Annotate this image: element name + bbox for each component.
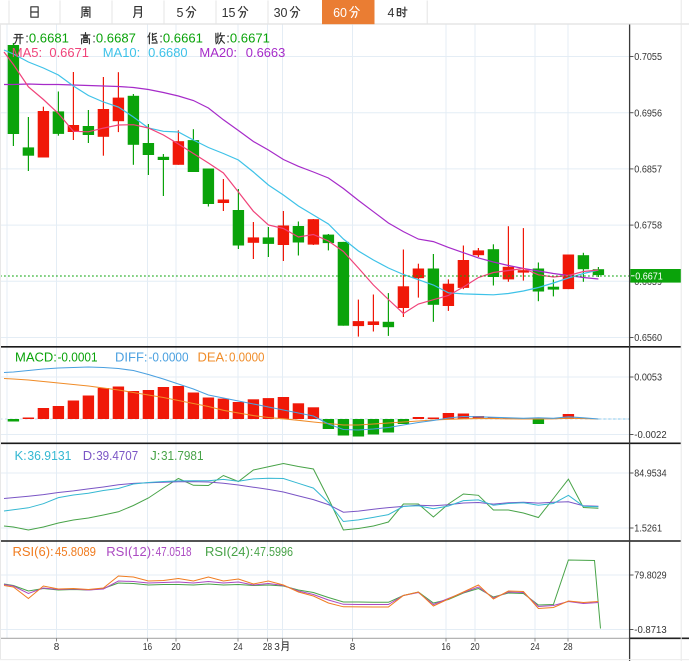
svg-text:47.5996: 47.5996 xyxy=(254,544,293,559)
svg-text:0.6661: 0.6661 xyxy=(163,31,203,46)
svg-text:0.6560: 0.6560 xyxy=(634,333,662,344)
svg-text:4: 4 xyxy=(388,6,395,20)
svg-text:RSI(24):: RSI(24): xyxy=(205,544,253,559)
svg-text:-0.0000: -0.0000 xyxy=(149,350,189,365)
svg-text:16: 16 xyxy=(143,642,153,653)
svg-text:5: 5 xyxy=(177,6,184,20)
svg-text:45.8089: 45.8089 xyxy=(55,544,96,559)
svg-text:J:: J: xyxy=(150,448,160,463)
svg-text:20: 20 xyxy=(171,642,181,653)
svg-text:36.9131: 36.9131 xyxy=(27,448,71,463)
svg-text:8: 8 xyxy=(350,642,356,653)
svg-text:0.0000: 0.0000 xyxy=(229,350,265,365)
svg-text:RSI(12):: RSI(12): xyxy=(106,544,154,559)
svg-text:-0.0022: -0.0022 xyxy=(634,430,667,441)
svg-text:DEA:: DEA: xyxy=(198,350,228,365)
svg-text:0.6956: 0.6956 xyxy=(634,108,662,119)
svg-text:24: 24 xyxy=(530,642,540,653)
svg-text:0.7055: 0.7055 xyxy=(634,52,662,63)
svg-text:DIFF:: DIFF: xyxy=(115,350,148,365)
svg-text:-0.0001: -0.0001 xyxy=(58,350,98,365)
svg-text:30: 30 xyxy=(274,6,288,20)
svg-text:60: 60 xyxy=(333,6,347,20)
svg-text:0.6663: 0.6663 xyxy=(246,45,285,60)
svg-text:20: 20 xyxy=(470,642,480,653)
svg-text:0.6671: 0.6671 xyxy=(635,272,663,283)
svg-text:47.0518: 47.0518 xyxy=(156,544,192,559)
svg-text:-0.8713: -0.8713 xyxy=(634,625,667,636)
svg-text:0.0053: 0.0053 xyxy=(634,373,662,384)
svg-text::: : xyxy=(226,31,230,46)
svg-text:1.5261: 1.5261 xyxy=(634,524,662,535)
svg-text::: : xyxy=(92,31,96,46)
svg-text:MA10:: MA10: xyxy=(103,45,141,60)
svg-text:0.6681: 0.6681 xyxy=(29,31,69,46)
svg-text:MA20:: MA20: xyxy=(199,45,237,60)
svg-text:24: 24 xyxy=(233,642,243,653)
svg-text:28: 28 xyxy=(563,642,573,653)
svg-text:0.6671: 0.6671 xyxy=(230,31,270,46)
svg-text:K:: K: xyxy=(15,448,27,463)
svg-text:MACD:: MACD: xyxy=(15,350,57,365)
svg-text:0.6671: 0.6671 xyxy=(49,45,89,60)
svg-text:MA5:: MA5: xyxy=(12,45,42,60)
svg-text:0.6857: 0.6857 xyxy=(634,165,662,176)
svg-text:RSI(6):: RSI(6): xyxy=(13,544,54,559)
svg-text:0.6758: 0.6758 xyxy=(634,221,662,232)
svg-text:15: 15 xyxy=(222,6,236,20)
svg-text::: : xyxy=(25,31,29,46)
svg-text:3: 3 xyxy=(274,642,280,653)
svg-text:8: 8 xyxy=(54,642,60,653)
svg-text:0.6680: 0.6680 xyxy=(148,45,188,60)
svg-text:D:: D: xyxy=(83,448,96,463)
svg-text:28: 28 xyxy=(263,642,273,653)
svg-text:84.9534: 84.9534 xyxy=(634,469,667,480)
svg-text:31.7981: 31.7981 xyxy=(161,448,204,463)
svg-text:0.6687: 0.6687 xyxy=(96,31,136,46)
svg-text:79.8029: 79.8029 xyxy=(634,571,667,582)
svg-text:16: 16 xyxy=(441,642,451,653)
svg-text::: : xyxy=(159,31,163,46)
svg-text:39.4707: 39.4707 xyxy=(96,448,138,463)
